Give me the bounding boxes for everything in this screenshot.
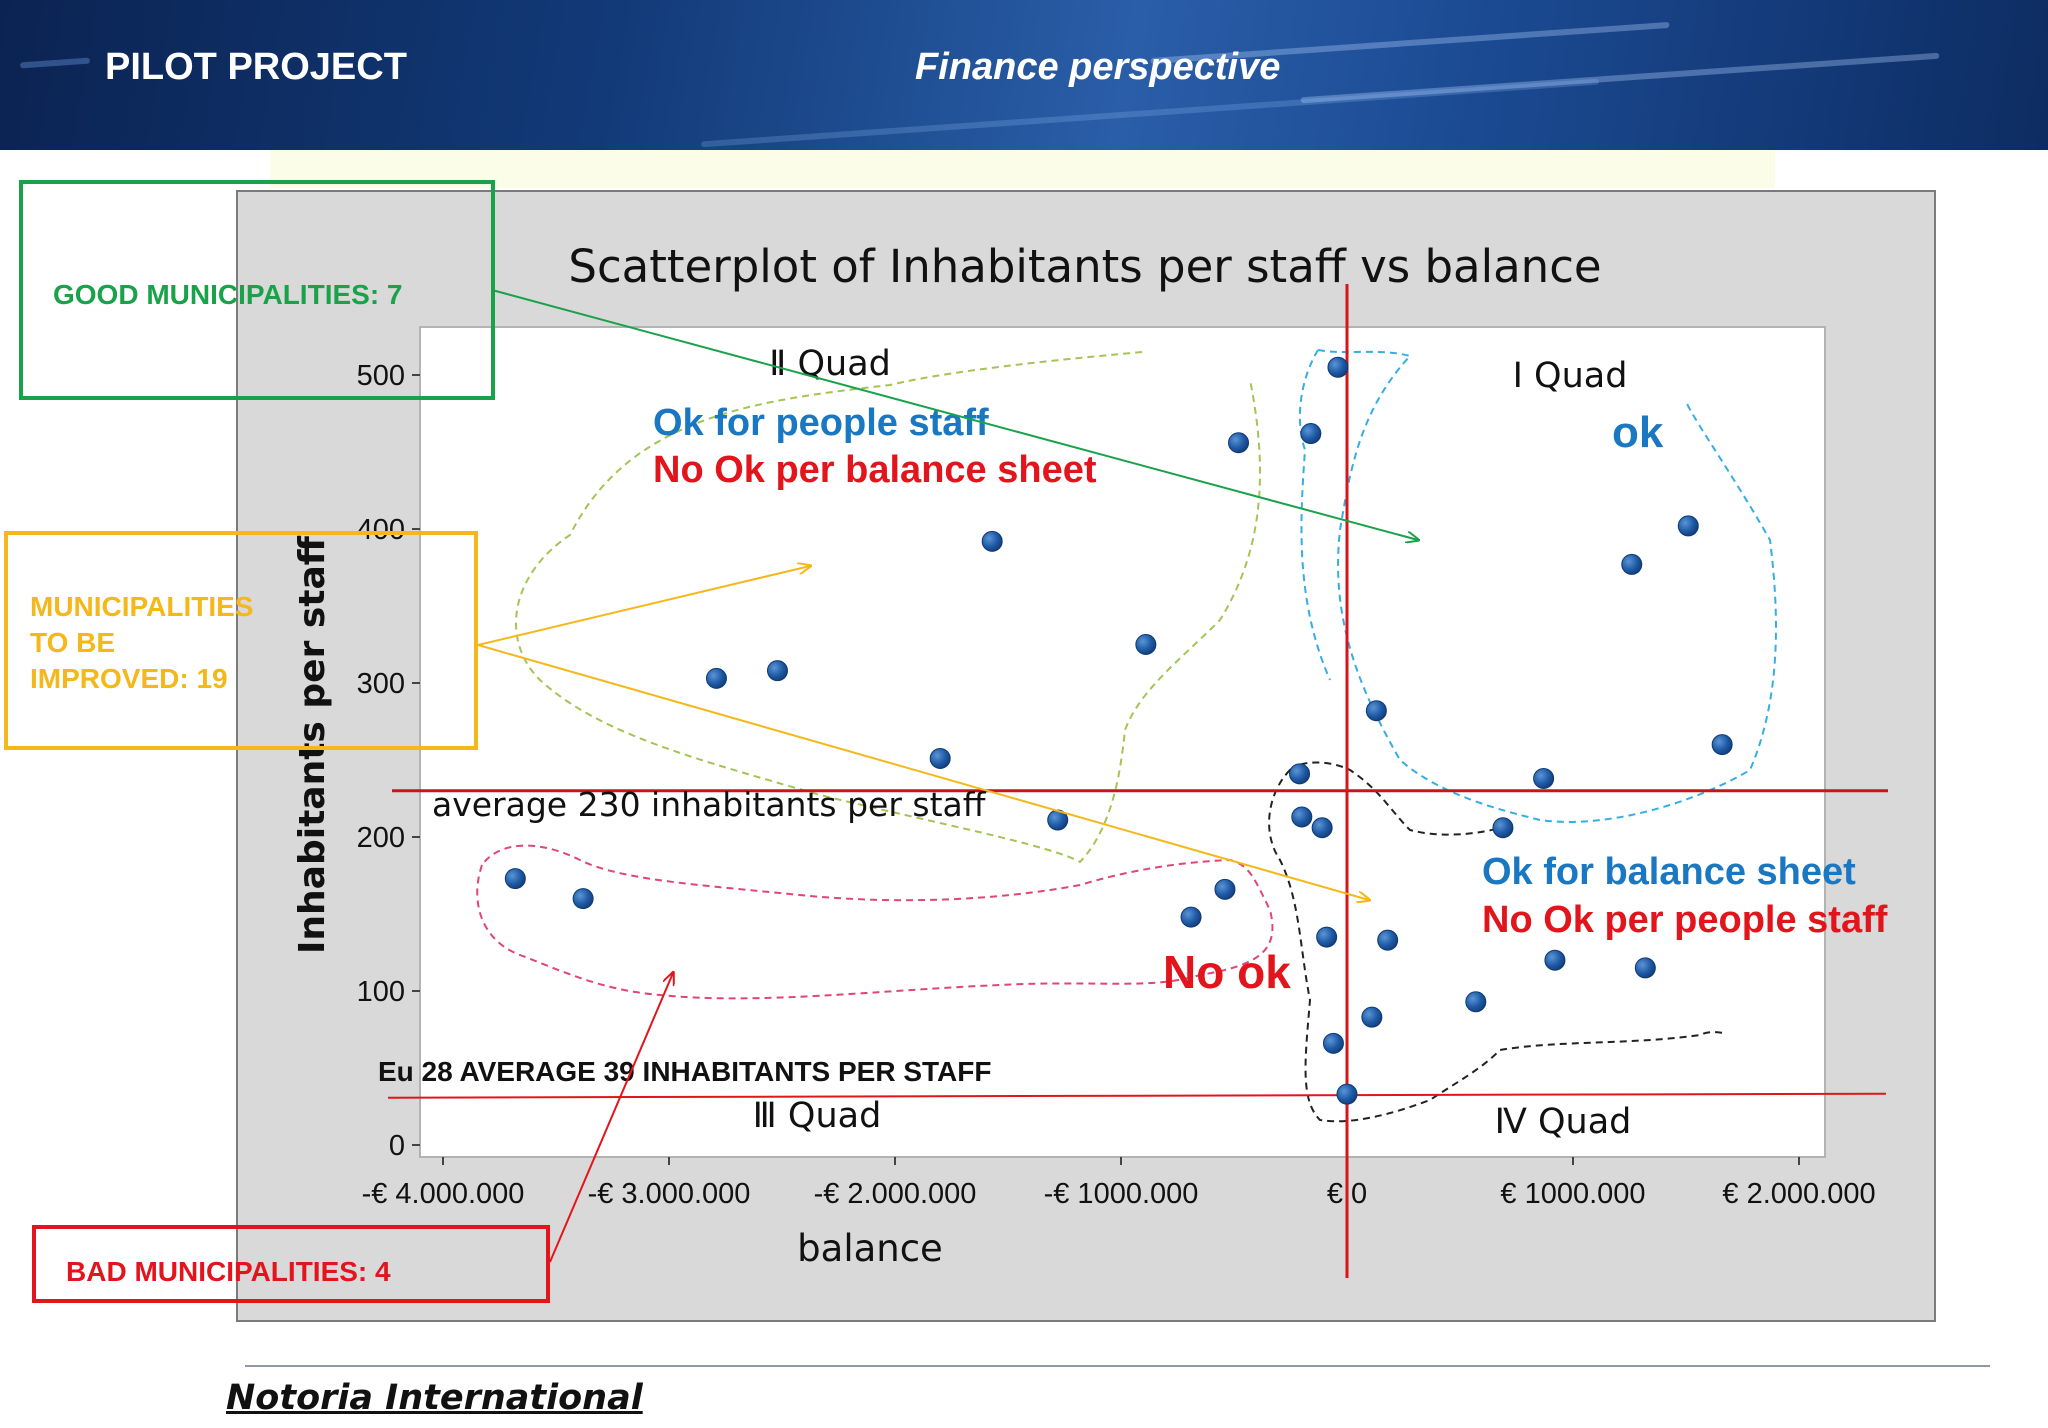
data-point <box>1327 356 1349 378</box>
cluster-outline-quad-i <box>1317 349 1777 823</box>
y-tick-label: 100 <box>357 976 405 1008</box>
data-point <box>504 868 526 890</box>
footer-divider <box>245 1365 1990 1367</box>
data-point <box>1322 1032 1344 1054</box>
data-point <box>1361 1006 1383 1028</box>
improve-municipalities-callout: MUNICIPALITIES TO BE IMPROVED: 19 <box>4 531 478 750</box>
data-point <box>981 530 1003 552</box>
data-point <box>1316 926 1338 948</box>
x-tick-label: € 1000.000 <box>1500 1178 1645 1210</box>
data-point <box>1289 763 1311 785</box>
cluster-outline-quad-ii <box>515 351 1261 864</box>
quad-ii-comment-line1: Ok for people staff <box>653 402 989 444</box>
data-point <box>1377 929 1399 951</box>
y-tick-label: 400 <box>357 514 405 546</box>
data-point <box>1214 878 1236 900</box>
quadrant-label-iii: Ⅲ Quad <box>753 1096 882 1136</box>
y-tick-label: 200 <box>357 822 405 854</box>
data-point <box>1291 806 1313 828</box>
eu-average-line-label: Eu 28 AVERAGE 39 INHABITANTS PER STAFF <box>378 1056 991 1087</box>
footer-brand: Notoria International <box>226 1378 643 1418</box>
x-tick-label: -€ 4.000.000 <box>362 1178 525 1210</box>
data-point <box>1135 634 1157 655</box>
data-point <box>929 747 951 769</box>
data-point <box>1544 949 1566 971</box>
data-point <box>1228 432 1250 454</box>
quad-iv-comment-line2: No Ok per people staff <box>1482 899 1888 941</box>
good-municipalities-callout: GOOD MUNICIPALITIES: 7 <box>19 180 495 400</box>
data-point <box>1533 767 1555 789</box>
data-point <box>1634 957 1656 979</box>
data-point <box>1311 817 1333 839</box>
data-point <box>1336 1083 1358 1105</box>
cluster-outline-quad-i-left <box>1298 349 1331 681</box>
quadrant-label-i: Ⅰ Quad <box>1513 356 1628 396</box>
x-tick-label: € 2.000.000 <box>1722 1178 1875 1210</box>
data-point <box>1492 817 1514 839</box>
y-tick-label: 0 <box>389 1130 405 1162</box>
cluster-outline-quad-iii <box>476 844 1274 1000</box>
data-point <box>1465 991 1487 1013</box>
bad-municipalities-label: BAD MUNICIPALITIES: 4 <box>66 1256 391 1287</box>
y-tick-label: 300 <box>357 668 405 700</box>
improve-label-line3: IMPROVED: 19 <box>30 663 228 694</box>
quad-ii-comment-line2: No Ok per balance sheet <box>653 449 1097 491</box>
highlight-strip <box>270 150 1775 188</box>
data-point <box>766 660 788 682</box>
improve-callout-arrow-lower <box>477 644 1369 900</box>
quad-iii-no-ok-label: No ok <box>1163 946 1291 998</box>
data-points <box>504 356 1733 1105</box>
x-tick-label: -€ 1000.000 <box>1044 1178 1199 1210</box>
data-point <box>1180 906 1202 928</box>
eu-average-reference-line <box>387 1092 1887 1099</box>
header-banner: PILOT PROJECT Finance perspective <box>0 0 2048 150</box>
data-point <box>1677 515 1699 537</box>
y-tick-label: 500 <box>357 360 405 392</box>
quad-iv-comment-line1: Ok for balance sheet <box>1482 851 1856 893</box>
data-point <box>1621 553 1643 575</box>
data-point <box>705 667 727 689</box>
bad-municipalities-callout: BAD MUNICIPALITIES: 4 <box>32 1225 550 1303</box>
data-point <box>1365 700 1387 722</box>
good-callout-arrow <box>491 289 1418 540</box>
y-axis-label: Inhabitants per staff <box>292 535 333 954</box>
good-municipalities-label: GOOD MUNICIPALITIES: 7 <box>53 279 403 310</box>
x-tick-label: -€ 3.000.000 <box>588 1178 751 1210</box>
data-point <box>572 888 594 910</box>
improve-label-line1: MUNICIPALITIES <box>30 591 254 622</box>
y-axis-ticks: 0 100 200 300 400 500 <box>357 360 420 1162</box>
quadrant-label-ii: Ⅱ Quad <box>769 344 891 384</box>
quadrant-label-iv: Ⅳ Quad <box>1495 1102 1632 1142</box>
x-axis-label: balance <box>797 1227 943 1270</box>
data-point <box>1300 423 1322 445</box>
x-axis-ticks: -€ 4.000.000 -€ 3.000.000 -€ 2.000.000 -€ 1… <box>362 1157 1876 1210</box>
data-point <box>1711 734 1733 756</box>
quad-i-comment: ok <box>1612 408 1664 457</box>
improve-label-line2: TO BE <box>30 627 116 658</box>
chart-title: Scatterplot of Inhabitants per staff vs … <box>568 240 1601 293</box>
improve-callout-arrow-upper <box>477 566 810 646</box>
average-line-label: average 230 inhabitants per staff <box>432 785 987 824</box>
bad-callout-arrow <box>549 973 673 1263</box>
header-right-title: Finance perspective <box>915 46 1281 88</box>
x-tick-label: -€ 2.000.000 <box>814 1178 977 1210</box>
header-left-title: PILOT PROJECT <box>105 46 407 88</box>
